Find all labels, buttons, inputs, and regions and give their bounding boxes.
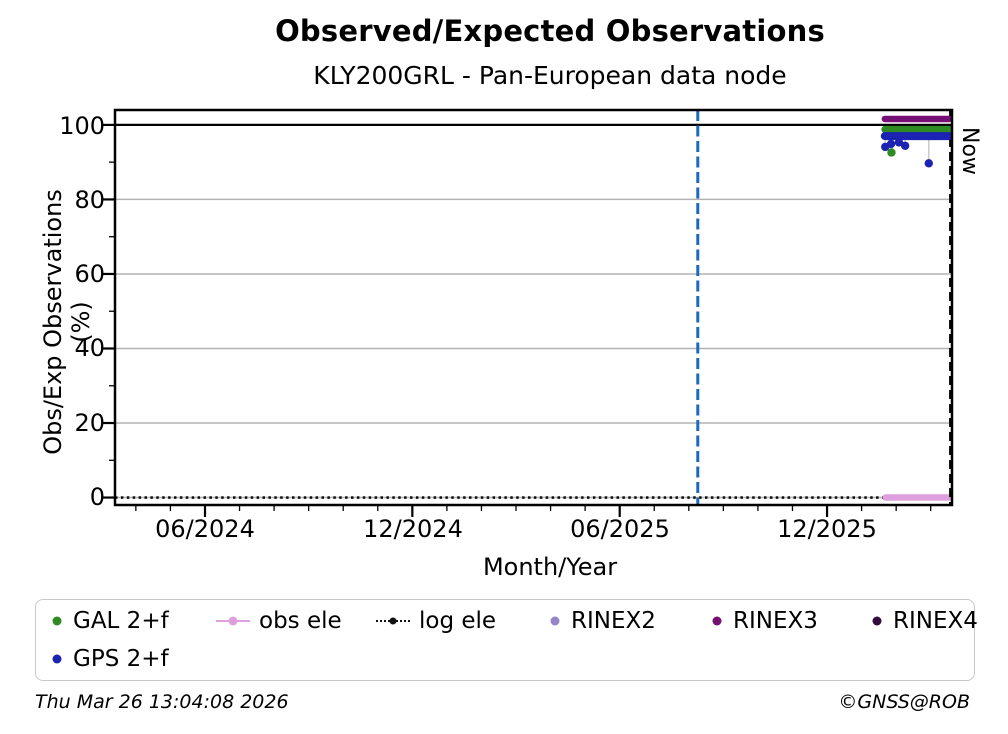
log-ele-dotted-line-icon xyxy=(376,614,410,628)
legend-label: GAL 2+f xyxy=(73,608,169,634)
x-axis-label: Month/Year xyxy=(482,553,618,581)
obs-ele-line-icon xyxy=(216,614,250,628)
timestamp: Thu Mar 26 13:04:08 2026 xyxy=(35,691,289,713)
gps-dot-icon xyxy=(50,652,64,666)
copyright: ©GNSS@ROB xyxy=(838,691,970,713)
legend-item-rinex2: RINEX2 xyxy=(548,606,656,636)
legend-item-obs-ele: obs ele xyxy=(216,606,342,636)
y-tick-label-20: 20 xyxy=(74,409,105,437)
point-gps-2-f xyxy=(900,141,910,150)
point-gps-2-f xyxy=(894,138,904,147)
now-line-label: Now xyxy=(957,127,982,175)
y-tick-label-40: 40 xyxy=(74,334,105,362)
y-tick-label-60: 60 xyxy=(74,260,105,288)
legend-item-gps-2f: GPS 2+f xyxy=(50,644,169,674)
legend-label: log ele xyxy=(419,608,497,634)
y-tick-label-80: 80 xyxy=(74,186,105,214)
point-gps-2-f xyxy=(886,139,896,149)
legend-item-rinex4: RINEX4 xyxy=(870,606,978,636)
rinex3-dot-icon xyxy=(710,614,724,628)
x-tick-label-06-2024: 06/2024 xyxy=(155,515,255,543)
x-tick-label-12-2024: 12/2024 xyxy=(363,515,463,543)
x-tick-label-06-2025: 06/2025 xyxy=(570,515,670,543)
y-tick-label-0: 0 xyxy=(89,483,105,511)
legend-item-rinex3: RINEX3 xyxy=(710,606,818,636)
point-gal-2-f xyxy=(887,148,896,157)
rinex2-dot-icon xyxy=(548,614,562,628)
legend-item-gal-2f: GAL 2+f xyxy=(50,606,169,636)
gal-dot-icon xyxy=(50,614,64,628)
plot-frame xyxy=(113,108,954,507)
x-tick-label-12-2025: 12/2025 xyxy=(777,515,877,543)
legend-label: obs ele xyxy=(259,608,342,634)
legend-label: RINEX3 xyxy=(733,608,818,634)
rinex4-dot-icon xyxy=(870,614,884,628)
legend-label: GPS 2+f xyxy=(73,646,169,672)
legend: GAL 2+f obs ele log ele RINEX2 RINEX3 RI… xyxy=(35,599,978,681)
chart-subtitle: KLY200GRL - Pan-European data node xyxy=(313,61,787,90)
legend-item-log-ele: log ele xyxy=(376,606,496,636)
legend-label: RINEX4 xyxy=(893,608,978,634)
y-tick-label-100: 100 xyxy=(59,112,105,140)
legend-label: RINEX2 xyxy=(571,608,656,634)
chart-title: Observed/Expected Observations xyxy=(275,14,825,48)
point-gps-2-f xyxy=(924,159,933,168)
